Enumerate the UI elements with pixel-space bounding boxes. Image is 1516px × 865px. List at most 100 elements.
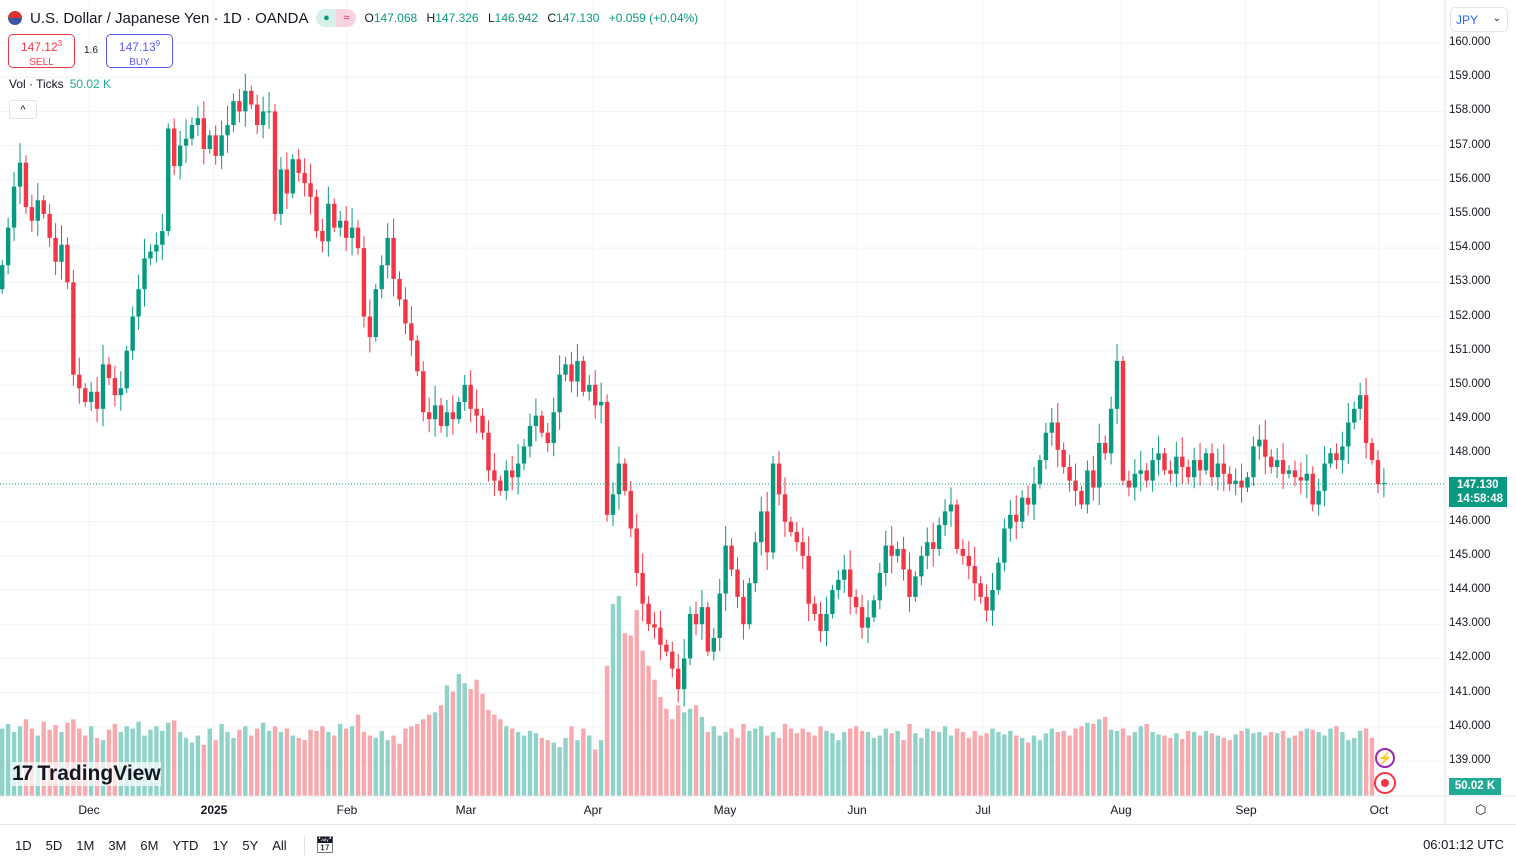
candle [830, 584, 835, 619]
volume-bar [931, 730, 936, 796]
candle [954, 499, 960, 554]
range-5y[interactable]: 5Y [242, 837, 259, 853]
candle-body [266, 111, 272, 113]
volume-bar [177, 732, 183, 796]
range-6m[interactable]: 6M [140, 837, 159, 853]
candle [551, 397, 556, 457]
candle-body [883, 545, 888, 573]
volume-bar [996, 732, 1001, 796]
candle [5, 217, 11, 275]
volume-bar [735, 737, 740, 796]
candle [219, 120, 224, 170]
volume-bar [593, 749, 598, 796]
tradingview-logo[interactable]: 17 TradingView [12, 762, 161, 786]
collapse-legend-button[interactable]: ^ [9, 100, 37, 119]
candle [474, 389, 479, 434]
range-1y[interactable]: 1Y [212, 837, 229, 853]
range-1m[interactable]: 1M [76, 837, 95, 853]
candle-body [1097, 443, 1102, 488]
price-tick: 148.000 [1449, 446, 1491, 459]
range-all[interactable]: All [272, 837, 287, 853]
candle [53, 223, 58, 276]
buy-button[interactable]: 147.139 BUY [106, 34, 173, 68]
candle [1334, 443, 1339, 470]
candle-body [189, 125, 195, 139]
candle [1233, 468, 1238, 496]
candle [124, 345, 129, 393]
candle [634, 513, 639, 587]
volume-bar [812, 735, 817, 796]
lightning-icon[interactable]: ⚡ [1375, 748, 1395, 768]
volume-bar [1328, 728, 1333, 796]
candle-body [1292, 470, 1298, 478]
currency-select[interactable]: JPY ⌄ [1450, 7, 1508, 32]
candle [966, 541, 971, 580]
candle-body [53, 237, 58, 262]
candle [818, 601, 823, 643]
event-marker-icon[interactable] [1374, 772, 1396, 794]
volume-legend[interactable]: Vol · Ticks 50.02 K [9, 77, 111, 91]
candle [106, 356, 112, 385]
candle-body [160, 231, 165, 245]
volume-bar [1097, 719, 1102, 796]
candle [569, 352, 574, 393]
range-3m[interactable]: 3M [108, 837, 127, 853]
candle [88, 381, 94, 411]
range-5d[interactable]: 5D [45, 837, 63, 853]
volume-bar [1180, 739, 1185, 796]
volume-bar [462, 683, 467, 796]
volume-bar [385, 740, 390, 796]
candle [1328, 448, 1333, 469]
candle [290, 154, 295, 199]
candle-body [705, 607, 711, 652]
candle-body [770, 463, 776, 553]
range-1d[interactable]: 1D [15, 837, 32, 853]
candle [723, 526, 728, 611]
candle-body [865, 617, 871, 628]
candle [1019, 490, 1025, 529]
volume-bar [521, 735, 527, 796]
candle [1037, 454, 1043, 489]
candle-body [1334, 453, 1339, 461]
volume-bar [1186, 730, 1191, 796]
candle [1073, 463, 1078, 507]
volume-bar [320, 726, 325, 796]
volume-bar [1340, 732, 1345, 796]
status-pill[interactable]: ● ≈ [316, 9, 357, 27]
candle [249, 85, 254, 110]
volume-bar [901, 740, 906, 796]
candle [1132, 459, 1138, 501]
candle-body [847, 569, 853, 597]
candle-body [942, 511, 948, 526]
candle [676, 653, 681, 703]
candle [385, 223, 390, 279]
candle [397, 271, 402, 307]
volume-bar [254, 728, 260, 796]
goto-date-calendar-icon[interactable]: 📅︎ [314, 837, 336, 854]
symbol-title[interactable]: U.S. Dollar / Japanese Yen · 1D · OANDA [30, 9, 309, 27]
candle-body [219, 135, 224, 156]
utc-clock[interactable]: 06:01:12 UTC [1423, 837, 1504, 852]
candle-body [88, 391, 94, 402]
range-ytd[interactable]: YTD [172, 837, 199, 853]
volume-bar [379, 730, 384, 796]
candle-body [225, 125, 230, 136]
volume-bar [1239, 730, 1244, 796]
volume-bar [1369, 737, 1375, 796]
candle-body [243, 90, 248, 112]
candle-body [1191, 460, 1197, 478]
candle [35, 183, 40, 237]
candle [171, 118, 177, 176]
sell-button[interactable]: 147.123 SELL [8, 34, 75, 68]
candle [652, 611, 657, 639]
volume-bar [1114, 730, 1120, 796]
volume-bar [1174, 733, 1179, 796]
price-chart[interactable] [0, 0, 1516, 824]
volume-bar [1357, 730, 1363, 796]
time-tick: May [713, 803, 737, 817]
candle-body [1363, 395, 1369, 444]
candle [527, 413, 533, 458]
settings-gear-icon[interactable]: ⬡ [1475, 802, 1487, 817]
candle [83, 383, 88, 407]
candle-body [142, 258, 147, 290]
